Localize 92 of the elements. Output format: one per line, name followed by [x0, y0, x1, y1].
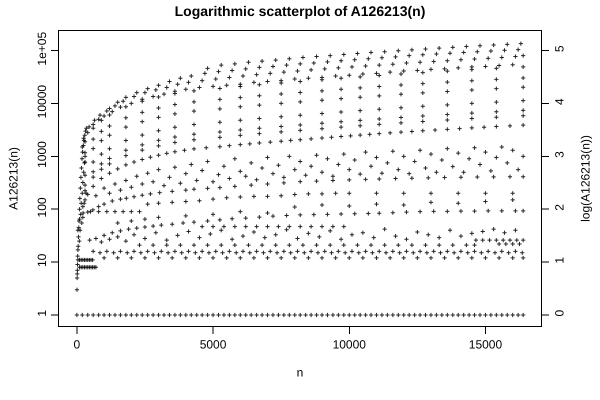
y2-tick-label: 3 [552, 150, 566, 158]
point [90, 136, 96, 142]
point [76, 244, 81, 249]
point [376, 210, 382, 216]
point [401, 190, 406, 196]
point [224, 195, 230, 200]
y-tick-label: 10000 [35, 84, 50, 118]
point [104, 248, 110, 254]
point [124, 196, 129, 201]
point [238, 104, 243, 110]
point [140, 119, 145, 124]
point [346, 190, 352, 196]
y2-tick-label: 5 [552, 45, 566, 52]
point [390, 248, 396, 254]
point [87, 238, 92, 243]
y-tick-label: 10 [35, 253, 50, 267]
point [158, 248, 164, 254]
point [115, 166, 120, 172]
point [204, 145, 209, 150]
point [514, 238, 520, 243]
point [500, 238, 506, 243]
point [322, 248, 328, 254]
x-tick-label: 5000 [200, 337, 227, 352]
point [444, 248, 450, 254]
point [298, 179, 303, 184]
point [90, 169, 96, 174]
point [356, 250, 362, 256]
y2-axis-title: log(A126213(n)) [578, 135, 592, 222]
point [520, 113, 526, 118]
point [342, 250, 348, 256]
y2-tick-label: 1 [552, 256, 566, 264]
point [82, 132, 88, 138]
point [238, 142, 243, 148]
y-tick-label: 1e+05 [35, 32, 50, 66]
point [520, 250, 525, 256]
point [420, 104, 426, 109]
point [213, 248, 218, 254]
x-tick-label: 10000 [332, 337, 366, 352]
point [444, 126, 450, 132]
y2-tick-label: 2 [552, 204, 566, 211]
point [248, 182, 254, 188]
point [238, 118, 243, 123]
point [499, 248, 504, 254]
point [140, 110, 145, 115]
point [520, 238, 526, 243]
point [140, 142, 145, 148]
point [486, 248, 491, 254]
point [302, 250, 307, 256]
y-tick-label: 1000 [35, 140, 50, 168]
point [469, 78, 474, 84]
point [410, 250, 416, 256]
point [170, 222, 175, 227]
point [376, 106, 382, 112]
point [90, 248, 96, 254]
point [298, 112, 303, 118]
point [456, 190, 461, 196]
point [140, 192, 145, 198]
point [234, 250, 239, 256]
y-tick-label: 1 [35, 310, 50, 317]
point [376, 131, 382, 136]
point [390, 210, 396, 216]
point [192, 250, 198, 256]
point [170, 200, 175, 205]
point [431, 248, 436, 254]
point [420, 128, 426, 134]
point [520, 84, 526, 90]
x-tick-label: 0 [73, 337, 80, 352]
point [124, 250, 130, 256]
point [247, 250, 252, 256]
point [110, 230, 115, 236]
y2-tick-label: 4 [552, 98, 566, 105]
x-tick-label: 15000 [468, 337, 502, 352]
chart-title: Logarithmic scatterplot of A126213(n) [174, 3, 426, 20]
point [510, 190, 516, 196]
point [170, 188, 175, 194]
point [465, 250, 470, 256]
point [82, 200, 87, 206]
point [480, 238, 486, 243]
y-axis-title: A126213(n) [6, 147, 20, 210]
x-axis-title: n [296, 365, 304, 380]
point [426, 175, 431, 180]
point [179, 250, 184, 256]
point [376, 248, 382, 254]
point [352, 211, 358, 216]
y-tick-label: 100 [35, 197, 50, 218]
y2-tick-label: 0 [552, 309, 566, 316]
point [268, 248, 273, 254]
point [164, 150, 170, 156]
point [288, 250, 294, 256]
point [520, 174, 526, 180]
point [145, 248, 150, 254]
point [298, 137, 303, 142]
